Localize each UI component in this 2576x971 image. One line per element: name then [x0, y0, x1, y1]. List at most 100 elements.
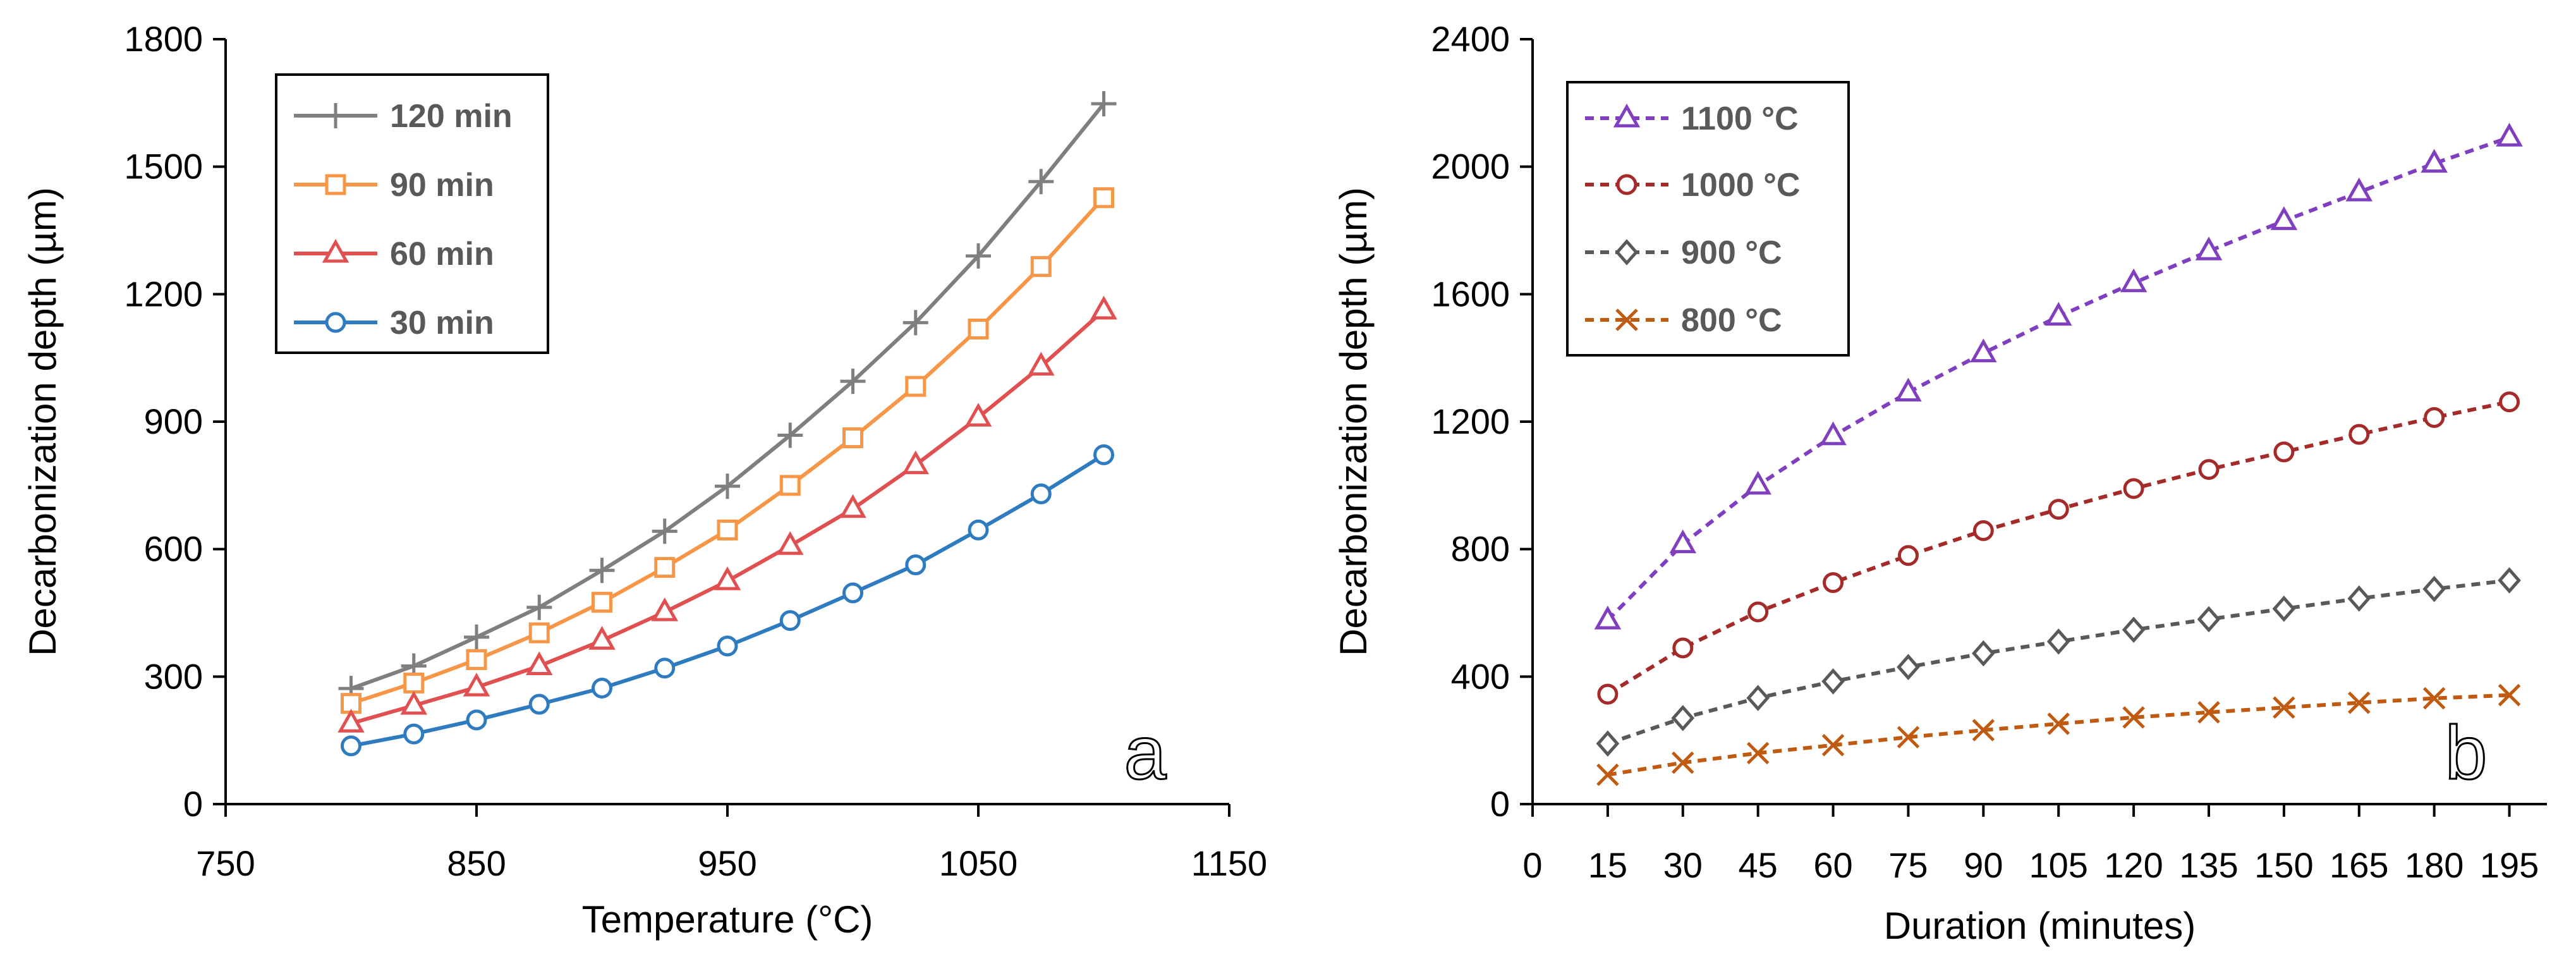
- y-tick-label: 1500: [124, 147, 203, 186]
- data-point: [1746, 685, 1770, 711]
- data-point: [2498, 567, 2521, 594]
- data-point: [1895, 377, 1922, 402]
- panel-label: a: [1124, 711, 1167, 795]
- series-2: [1596, 567, 2521, 757]
- legend-swatch-marker: [1615, 308, 1638, 331]
- data-point: [1897, 545, 1919, 566]
- data-point: [905, 554, 927, 576]
- data-point: [1823, 572, 1844, 594]
- x-tick-label: 1050: [939, 843, 1018, 883]
- data-point: [2424, 406, 2445, 428]
- data-point: [1596, 763, 1619, 786]
- series-3: [341, 444, 1114, 757]
- data-point: [2120, 268, 2148, 293]
- data-point: [466, 649, 487, 670]
- data-point: [2197, 701, 2220, 724]
- x-axis-title: Duration (minutes): [1884, 905, 2196, 947]
- x-axis-title: Temperature (°C): [582, 898, 873, 941]
- data-point: [528, 622, 550, 644]
- data-point: [463, 673, 490, 697]
- legend-box: [1566, 81, 1850, 357]
- data-point: [1669, 529, 1697, 554]
- series-1: [1597, 391, 2520, 705]
- data-point: [525, 651, 553, 676]
- legend: 1100 °C 1000 °C 900 °C 800 °C: [1566, 81, 1850, 357]
- chart-b-duration: 0 400 800 1200 1600 2000 2400 0 15 30 45 60 75 90 105 1…: [1332, 19, 2547, 947]
- legend-swatch-marker: [322, 238, 349, 263]
- data-point: [779, 610, 801, 632]
- x-tick-label: 750: [196, 843, 255, 883]
- y-tick-label: 300: [144, 656, 203, 696]
- legend-label: 900 °C: [1681, 235, 1782, 271]
- x-tick-label: 75: [1888, 845, 1928, 885]
- data-point: [1744, 470, 1771, 495]
- data-point: [1596, 730, 1620, 757]
- series-0: [1594, 123, 2523, 630]
- data-point: [2044, 302, 2072, 326]
- x-tick-label: 30: [1663, 845, 1703, 885]
- x-tick-label: 180: [2405, 845, 2464, 885]
- data-point: [1971, 640, 1995, 667]
- data-point: [1028, 169, 1054, 195]
- data-point: [403, 672, 425, 693]
- y-tick-label: 0: [1490, 784, 1510, 824]
- legend-swatch-marker: [1613, 103, 1641, 128]
- data-point: [902, 310, 928, 336]
- x-tick-label: 950: [698, 843, 756, 883]
- data-point: [2270, 206, 2298, 230]
- data-point: [842, 582, 863, 604]
- data-point: [528, 693, 550, 715]
- data-point: [1030, 483, 1052, 504]
- data-point: [1594, 606, 1622, 630]
- x-tick-label: 0: [1522, 845, 1542, 885]
- data-point: [1897, 726, 1920, 748]
- data-point: [2347, 585, 2371, 612]
- data-point: [2421, 149, 2448, 173]
- series-3: [1596, 683, 2521, 786]
- legend-swatch-marker: [1616, 174, 1637, 195]
- data-point: [1897, 654, 1920, 680]
- data-point: [464, 624, 489, 650]
- data-point: [589, 558, 615, 583]
- y-tick-label: 900: [144, 401, 203, 441]
- data-point: [1820, 421, 1847, 446]
- data-point: [717, 635, 738, 657]
- legend-label: 60 min: [390, 236, 494, 272]
- y-axis-title: Decarbonization depth (µm): [1332, 187, 1375, 656]
- x-tick-label: 150: [2254, 845, 2313, 885]
- data-point: [588, 626, 616, 650]
- legend-label: 800 °C: [1681, 302, 1782, 339]
- data-point: [341, 735, 361, 757]
- series-line: [1607, 578, 2510, 746]
- series-line: [350, 308, 1105, 726]
- data-point: [2123, 478, 2144, 499]
- data-point: [2499, 391, 2520, 413]
- y-tick-label: 0: [183, 784, 203, 824]
- y-tick-label: 400: [1451, 656, 1510, 696]
- data-point: [964, 403, 992, 427]
- data-point: [902, 450, 930, 475]
- data-point: [526, 594, 552, 620]
- legend-label: 1000 °C: [1681, 167, 1800, 204]
- data-point: [842, 427, 863, 449]
- data-point: [2198, 459, 2220, 480]
- data-point: [1597, 683, 1619, 705]
- legend-label: 120 min: [390, 98, 513, 135]
- y-tick-label: 2400: [1431, 19, 1510, 59]
- data-point: [2496, 123, 2523, 147]
- data-point: [2048, 499, 2069, 520]
- legend: 120 min 90 min 60 min 30 min: [275, 73, 549, 354]
- data-point: [2047, 712, 2070, 735]
- data-point: [2422, 575, 2446, 602]
- data-point: [966, 243, 991, 269]
- series-0: [338, 91, 1117, 702]
- data-point: [717, 519, 738, 540]
- data-point: [1747, 601, 1769, 623]
- data-point: [714, 566, 741, 590]
- data-point: [2345, 177, 2373, 202]
- data-point: [1746, 742, 1770, 765]
- data-point: [779, 475, 801, 496]
- panel-label: b: [2445, 711, 2488, 795]
- data-point: [839, 494, 866, 518]
- data-point: [1030, 256, 1052, 278]
